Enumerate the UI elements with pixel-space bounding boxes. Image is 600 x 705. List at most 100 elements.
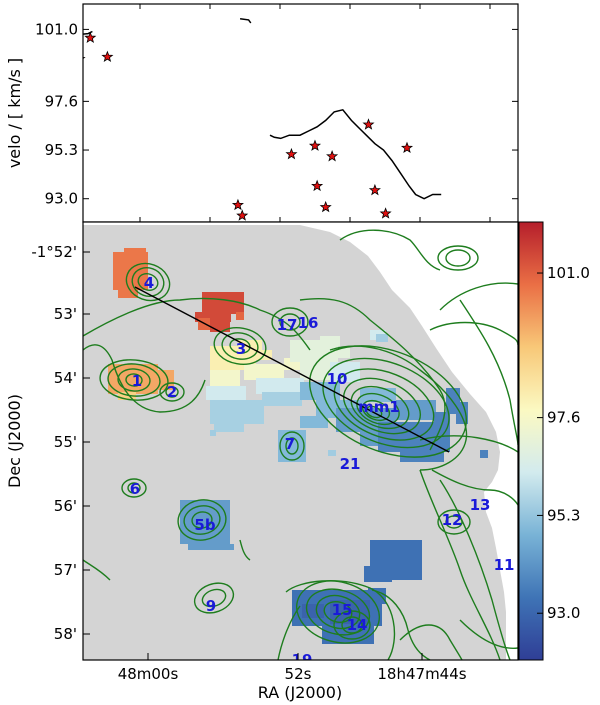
contour-ring [356, 392, 400, 426]
contour-line [419, 469, 501, 660]
contour-line [419, 435, 518, 453]
colorbar-tick-label: 101.0 [547, 264, 590, 282]
contour-ring [295, 580, 381, 644]
colorbar: 101.0 97.6 95.3 93.0 [518, 221, 590, 661]
source-label-17: 17 [277, 316, 298, 334]
contour-ring [183, 505, 221, 535]
contour-ring [193, 582, 235, 614]
source-label-10: 10 [327, 370, 348, 388]
velocity-profile-line [83, 30, 93, 35]
contour-ring [127, 482, 141, 494]
colorbar-tick-label: 93.0 [547, 604, 580, 622]
source-label-2: 2 [167, 383, 177, 401]
colorbar-ticks: 101.0 97.6 95.3 93.0 [537, 264, 590, 622]
velocity-star-marker [308, 139, 322, 151]
main-panel-frame [82, 221, 519, 661]
contour-line [459, 619, 518, 649]
contour-ring [322, 357, 450, 449]
velocity-star-marker [84, 31, 97, 43]
contour-ring [279, 431, 305, 461]
velocity-pixel [210, 322, 230, 332]
ra-tick-label: 48m00s [118, 665, 179, 683]
velocity-pixel [364, 566, 392, 582]
contour-ring [323, 600, 353, 624]
contour-ring [159, 382, 185, 402]
contour-line [459, 299, 518, 446]
source-label-13: 13 [470, 496, 491, 514]
dec-tick-label: 57' [54, 561, 77, 579]
contour-line [83, 344, 206, 413]
contour-line [329, 345, 468, 471]
velocity-pixel [400, 450, 444, 462]
source-label-21: 21 [340, 455, 361, 473]
dec-tick-label: 54' [54, 369, 77, 387]
ra-tick-label: 52s [285, 665, 312, 683]
velocity-star-marker [379, 207, 392, 219]
velocity-pixel [210, 400, 264, 424]
velocity-pixel [210, 370, 240, 388]
velocity-star-marker [319, 200, 332, 213]
velocity-pixel [118, 392, 136, 400]
velocity-star-marker [362, 118, 375, 130]
main-ylabel: Dec (J2000) [5, 394, 24, 488]
dec-tick-label: 56' [54, 497, 77, 515]
contour-ring [221, 332, 259, 360]
contour-ring [125, 262, 171, 302]
contour-ring [308, 345, 468, 458]
velocity-pixel [256, 378, 304, 394]
top-y-ticks: 101.0 97.6 95.3 93.0 [35, 4, 518, 222]
contour-ring [361, 399, 391, 422]
contour-line [339, 229, 441, 271]
contour-ring [437, 245, 479, 271]
contour-ring [191, 511, 213, 529]
top-y-tick-label: 101.0 [35, 20, 78, 38]
velocity-star-marker [236, 209, 249, 221]
contour-ring [177, 499, 227, 541]
velocity-star-marker [285, 147, 298, 160]
velocity-profile-line [240, 18, 252, 24]
velocity-pixel [113, 252, 148, 290]
top-panel-frame [82, 3, 519, 223]
contour-ring [285, 437, 299, 455]
contour-line [429, 321, 518, 346]
contour-ring [333, 368, 435, 441]
velocity-star-marker [101, 50, 114, 63]
velocity-pixel [118, 290, 138, 298]
velocity-pixel [124, 248, 146, 256]
contour-line [239, 539, 251, 561]
contour-line [439, 282, 518, 311]
contour-ring [107, 363, 161, 397]
main-xlabel: RA (J2000) [258, 683, 342, 702]
velocity-pixel [236, 312, 244, 320]
velocity-pixel [210, 430, 216, 436]
contour-line [285, 580, 396, 660]
velocity-pixel [330, 362, 360, 382]
contour-ring [341, 616, 363, 634]
source-label-9: 9 [206, 597, 216, 615]
dec-tick-label: -1°52' [31, 243, 77, 261]
velocity-pixel [214, 424, 244, 432]
contour-ring [165, 386, 179, 398]
contour-ring [437, 509, 471, 535]
contour-ring [343, 377, 421, 435]
colorbar-tick-label: 95.3 [547, 506, 580, 524]
dec-tick-label: 53' [54, 305, 77, 323]
top-series-group [83, 18, 442, 221]
contour-ring [201, 588, 227, 608]
contour-line [399, 624, 463, 660]
contour-ring [131, 267, 165, 297]
source-label-19: 19 [292, 651, 313, 669]
velocity-pixel [244, 364, 284, 380]
contour-ring [137, 273, 159, 291]
velocity-pixel [330, 600, 370, 624]
position-velocity-cut-line [134, 286, 450, 453]
contour-line [83, 297, 311, 351]
colorbar-tick-label: 97.6 [547, 409, 580, 427]
contour-ring [271, 307, 309, 337]
source-label-7: 7 [285, 435, 295, 453]
velocity-star-marker [231, 198, 244, 211]
velocity-pixel [338, 348, 350, 358]
